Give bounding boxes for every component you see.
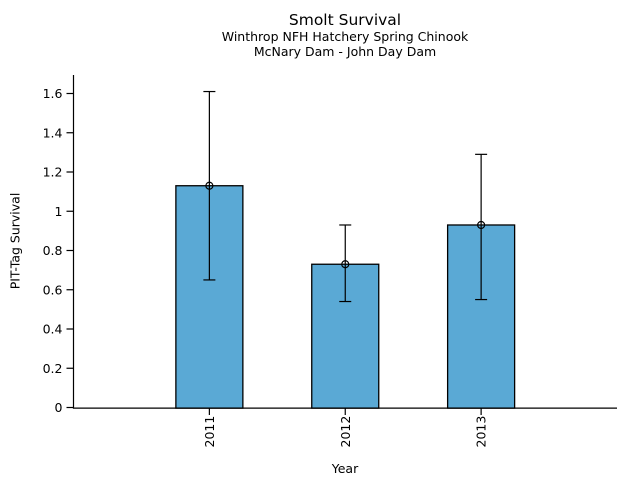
chart-title: Smolt Survival	[288, 11, 402, 29]
y-tick-label: 0.2	[43, 361, 63, 376]
chart-subtitle-line1: Winthrop NFH Hatchery Spring Chinook	[221, 29, 469, 44]
point-marker-2012	[341, 260, 350, 269]
y-tick-label: 0	[55, 400, 63, 415]
y-tick-label: 1.2	[43, 165, 63, 180]
point-marker-2013	[477, 220, 486, 230]
x-tick-label-2012: 2012	[338, 416, 353, 448]
y-tick-label: 1	[55, 204, 63, 219]
x-tick-label-2011: 2011	[202, 416, 217, 448]
point-marker-2011	[205, 181, 214, 190]
x-tick-label-2013: 2013	[474, 416, 489, 448]
y-tick-label: 0.4	[43, 322, 63, 337]
y-tick-label: 1.4	[43, 125, 63, 140]
x-axis-label: Year	[331, 461, 359, 476]
y-tick-label: 1.6	[43, 86, 63, 101]
chart-subtitle-line2: McNary Dam - John Day Dam	[253, 44, 437, 59]
y-tick-label: 0.8	[43, 243, 63, 258]
y-tick-label: 0.6	[43, 282, 63, 297]
